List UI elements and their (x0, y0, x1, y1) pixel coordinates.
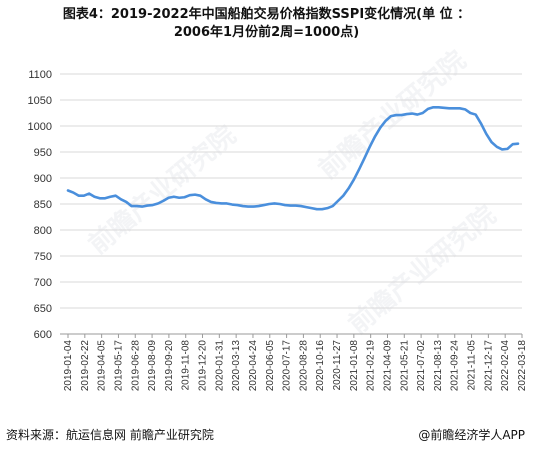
x-tick-label: 2019-11-08 (181, 340, 192, 391)
x-tick-label: 2019-04-05 (97, 340, 108, 392)
y-tick-label: 800 (34, 225, 52, 237)
chart-title-line-1: 图表4：2019-2022年中国船舶交易价格指数SSPI变化情况(单 位 ： (62, 7, 471, 22)
x-tick-label: 2021-08-13 (433, 340, 444, 392)
x-tick-label: 2021-05-21 (399, 340, 410, 392)
x-tick-label: 2020-06-05 (265, 340, 276, 392)
x-tick-label: 2020-03-13 (231, 340, 242, 392)
y-tick-label: 1000 (28, 121, 52, 133)
chart-title: 图表4：2019-2022年中国船舶交易价格指数SSPI变化情况(单 位 ： 2… (0, 6, 533, 42)
y-tick-label: 1050 (28, 95, 52, 107)
x-tick-label: 2019-06-28 (130, 340, 141, 392)
x-tick-label: 2022-03-18 (517, 340, 528, 392)
x-tick-label: 2021-09-24 (450, 340, 461, 392)
x-tick-label: 2020-10-16 (315, 340, 326, 392)
x-tick-label: 2020-08-28 (298, 340, 309, 392)
x-tick-label: 2019-12-20 (198, 340, 209, 392)
brand-credit: @前瞻经济学人APP (418, 428, 525, 442)
x-tick-label: 2021-11-05 (467, 340, 478, 391)
y-tick-label: 750 (34, 251, 52, 263)
x-tick-label: 2020-07-17 (282, 340, 293, 392)
source-note: 资料来源：航运信息网 前瞻产业研究院 (6, 428, 214, 442)
series-line (66, 105, 520, 211)
y-tick-label: 850 (34, 199, 52, 211)
x-tick-label: 2020-01-31 (214, 340, 225, 392)
series-layer (66, 105, 520, 211)
x-tick-label: 2021-01-08 (349, 340, 360, 392)
x-tick-label: 2021-04-09 (382, 340, 393, 392)
x-tick-label: 2021-12-17 (483, 340, 494, 392)
x-tick-label: 2019-02-22 (80, 340, 91, 392)
chart-title-line-2: 2006年1月份前2周=1000点) (173, 25, 360, 40)
x-tick-label: 2019-01-04 (63, 340, 74, 392)
x-axis: 2019-01-04 2019-02-22 2019-04-05 2019-05-17… (63, 334, 528, 391)
y-axis: 600 650 700 750 800 850 900 950 1000 1050 1100 (28, 69, 52, 341)
x-tick-label: 2021-07-02 (416, 340, 427, 392)
y-tick-label: 600 (34, 329, 52, 341)
x-tick-label: 2019-08-09 (147, 340, 158, 392)
y-tick-label: 950 (34, 147, 52, 159)
x-tick-label: 2022-02-04 (500, 340, 511, 392)
grid-layer (60, 73, 522, 335)
y-tick-label: 700 (34, 277, 52, 289)
x-tick-label: 2020-04-24 (248, 340, 259, 392)
y-tick-label: 900 (34, 173, 52, 185)
x-tick-label: 2019-05-17 (113, 340, 124, 392)
x-tick-label: 2019-09-20 (164, 340, 175, 392)
y-tick-label: 650 (34, 303, 52, 315)
y-tick-label: 1100 (28, 69, 52, 81)
x-tick-label: 2020-11-27 (332, 340, 343, 391)
x-tick-label: 2021-02-19 (366, 340, 377, 392)
